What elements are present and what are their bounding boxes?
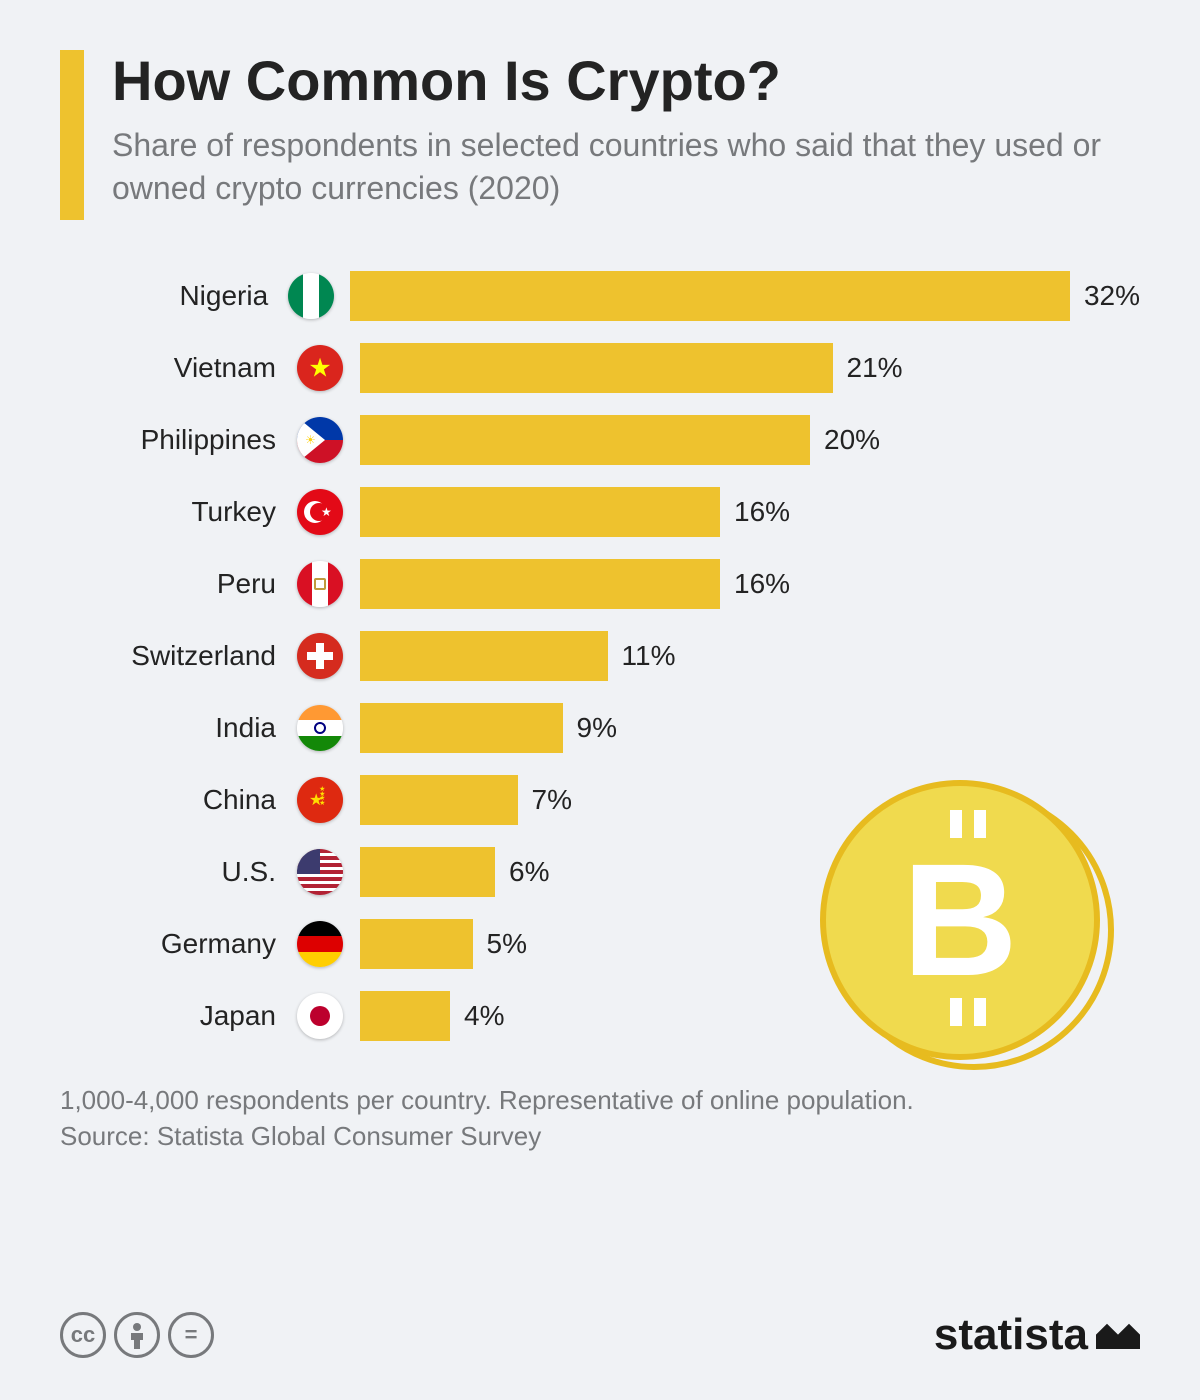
nigeria-flag-icon [282,273,340,319]
turkey-flag-icon: ★ [290,489,350,535]
footnote-line1: 1,000-4,000 respondents per country. Rep… [60,1085,914,1115]
bar-value: 21% [847,352,903,384]
bar [350,271,1070,321]
cc-nd-icon: = [168,1312,214,1358]
cc-license-badges: cc = [60,1312,214,1358]
bar-value: 5% [487,928,527,960]
bar [360,415,810,465]
country-label: Japan [60,1000,290,1032]
bar [360,343,833,393]
india-flag-icon [290,705,350,751]
bar-value: 6% [509,856,549,888]
accent-bar [60,50,84,220]
bar-value: 32% [1084,280,1140,312]
brand-wave-icon [1096,1313,1140,1349]
country-label: Vietnam [60,352,290,384]
country-label: Philippines [60,424,290,456]
country-label: Turkey [60,496,290,528]
bar-cell: 20% [350,415,1140,465]
header-text: How Common Is Crypto? Share of responden… [112,50,1140,210]
chart-subtitle: Share of respondents in selected countri… [112,124,1140,210]
chart-row: Peru 16% [60,548,1140,620]
switzerland-flag-icon [290,633,350,679]
footer: cc = statista [60,1310,1140,1360]
bar-cell: 11% [350,631,1140,681]
bar-value: 16% [734,496,790,528]
bar-cell: 32% [340,271,1140,321]
vietnam-flag-icon: ★ [290,345,350,391]
chart-title: How Common Is Crypto? [112,50,1140,112]
country-label: India [60,712,290,744]
footnote-line2: Source: Statista Global Consumer Survey [60,1121,541,1151]
japan-flag-icon [290,993,350,1039]
chart-row: Switzerland 11% [60,620,1140,692]
bar [360,703,563,753]
cc-icon: cc [60,1312,106,1358]
bar-cell: 16% [350,487,1140,537]
china-flag-icon: ★★★★★ [290,777,350,823]
germany-flag-icon [290,921,350,967]
bar [360,559,720,609]
bar-value: 9% [577,712,617,744]
bar [360,991,450,1041]
bar-cell: 21% [350,343,1140,393]
bar-value: 11% [622,640,676,672]
chart-row: India 9% [60,692,1140,764]
chart-row: Vietnam★ 21% [60,332,1140,404]
country-label: Germany [60,928,290,960]
bar-value: 4% [464,1000,504,1032]
brand-name: statista [934,1310,1088,1360]
chart-row: Turkey★ 16% [60,476,1140,548]
header: How Common Is Crypto? Share of responden… [60,50,1140,220]
bar-cell: 16% [350,559,1140,609]
country-label: China [60,784,290,816]
bar-value: 20% [824,424,880,456]
chart-row: Philippines☀ 20% [60,404,1140,476]
brand-logo: statista [934,1310,1140,1360]
bar [360,775,518,825]
country-label: Nigeria [60,280,282,312]
cc-by-icon [114,1312,160,1358]
bar [360,847,495,897]
bar [360,631,608,681]
bar-value: 16% [734,568,790,600]
country-label: U.S. [60,856,290,888]
peru-flag-icon [290,561,350,607]
country-label: Switzerland [60,640,290,672]
country-label: Peru [60,568,290,600]
bitcoin-coin-icon: B [820,780,1100,1060]
bar-value: 7% [532,784,572,816]
philippines-flag-icon: ☀ [290,417,350,463]
us-flag-icon [290,849,350,895]
bar [360,487,720,537]
chart-row: Nigeria 32% [60,260,1140,332]
footnote: 1,000-4,000 respondents per country. Rep… [60,1082,1140,1155]
bar [360,919,473,969]
bar-cell: 9% [350,703,1140,753]
